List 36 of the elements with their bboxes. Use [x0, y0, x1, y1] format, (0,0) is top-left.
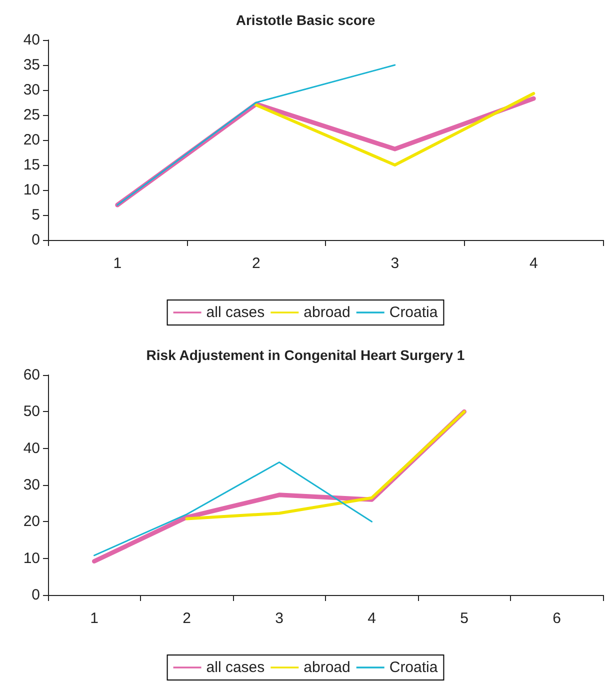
y-tick-label: 5 — [32, 206, 40, 224]
legend-label: all cases — [206, 659, 265, 676]
y-tick-label: 30 — [23, 82, 40, 98]
y-tick-label: 10 — [23, 182, 40, 198]
legend-label: Croatia — [389, 304, 438, 321]
legend-label: abroad — [304, 659, 350, 676]
y-tick-label: 15 — [23, 156, 40, 174]
y-tick-label: 40 — [23, 32, 40, 48]
y-tick-label: 25 — [23, 106, 40, 124]
legend-label: abroad — [304, 304, 350, 321]
x-tick-label: 1 — [90, 610, 98, 627]
x-tick-label: 2 — [182, 610, 191, 627]
chart-title: Aristotle Basic score — [236, 12, 376, 28]
x-tick-label: 2 — [252, 255, 260, 272]
x-tick-label: 4 — [529, 255, 538, 272]
y-tick-label: 0 — [32, 586, 40, 604]
x-tick-label: 1 — [113, 255, 122, 272]
x-tick-label: 3 — [275, 610, 284, 627]
legend-label: Croatia — [389, 659, 438, 676]
y-tick-label: 60 — [23, 366, 40, 384]
line-series — [185, 410, 466, 520]
y-tick-label: 20 — [23, 132, 40, 148]
y-tick-label: 40 — [23, 440, 40, 457]
y-tick-label: 35 — [23, 56, 40, 74]
legend-label: all cases — [206, 304, 265, 321]
y-tick-label: 0 — [32, 232, 40, 248]
line-series — [94, 462, 372, 556]
y-tick-label: 50 — [23, 403, 40, 420]
x-tick-label: 3 — [390, 255, 400, 272]
x-tick-label: 5 — [460, 610, 468, 627]
y-tick-label: 30 — [23, 476, 40, 494]
chart-title: Risk Adjustement in Congenital Heart Surgery 1 — [146, 347, 465, 363]
y-tick-label: 20 — [23, 513, 40, 530]
x-tick-label: 4 — [368, 610, 376, 627]
x-tick-label: 6 — [552, 610, 561, 627]
y-tick-label: 10 — [23, 550, 40, 567]
